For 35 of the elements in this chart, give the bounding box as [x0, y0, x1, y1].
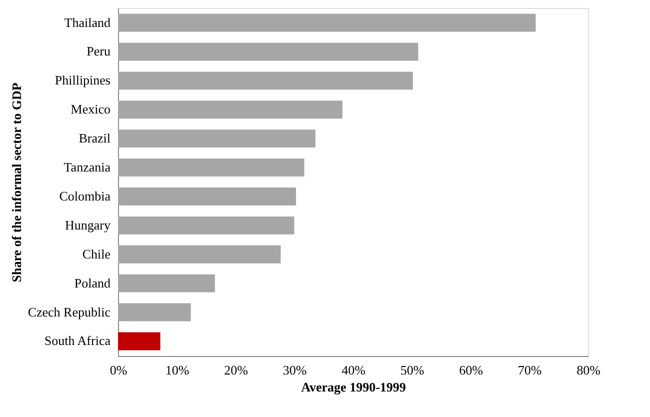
x-tick-label: 20% — [224, 362, 248, 378]
x-tick-label: 80% — [576, 362, 601, 378]
x-tick-label: 60% — [459, 362, 484, 378]
bar — [118, 130, 316, 148]
x-tick-label: 40% — [342, 362, 366, 378]
bar — [118, 245, 281, 264]
bar — [118, 216, 294, 234]
y-tick-label: Poland — [74, 275, 111, 290]
y-tick-label: Thailand — [64, 14, 111, 30]
bar — [118, 72, 413, 90]
bar — [118, 100, 342, 119]
x-tick-label: 70% — [518, 362, 542, 378]
y-tick-label: Mexico — [70, 102, 110, 117]
x-tick-label: 30% — [282, 362, 307, 378]
y-tick-label: South Africa — [44, 333, 111, 348]
y-tick-label: Colombia — [59, 188, 111, 204]
bar — [118, 303, 191, 322]
bar — [118, 158, 304, 176]
x-tick-label: 0% — [110, 362, 128, 378]
x-axis-title: Average 1990-1999 — [301, 380, 406, 394]
bar — [118, 332, 160, 350]
y-tick-label: Brazil — [78, 130, 111, 146]
y-tick-label: Chile — [82, 246, 111, 262]
y-tick-label: Tanzania — [64, 160, 111, 175]
bar — [118, 42, 418, 61]
x-tick-label: 50% — [400, 362, 424, 378]
y-tick-label: Phillipines — [54, 72, 110, 88]
y-tick-label: Peru — [86, 44, 111, 59]
y-tick-label: Hungary — [65, 217, 111, 232]
bar — [118, 14, 536, 32]
y-axis-title: Share of the informal sector to GDP — [8, 82, 24, 282]
y-tick-label: Czech Republic — [28, 304, 111, 320]
bar — [118, 274, 215, 292]
x-tick-label: 10% — [165, 362, 190, 378]
bar — [118, 188, 296, 206]
